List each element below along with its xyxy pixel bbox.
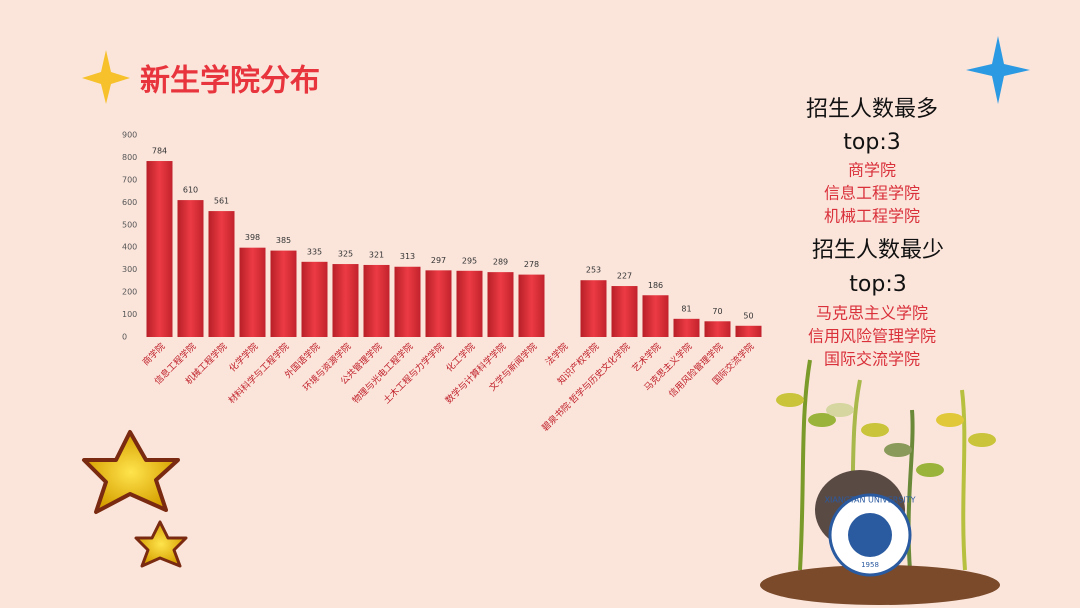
y-tick-label: 500 [122, 220, 137, 229]
value-label: 335 [307, 247, 322, 256]
value-label: 227 [617, 272, 632, 281]
bar [301, 261, 328, 337]
side-item: 商学院 [848, 161, 896, 180]
bar [425, 270, 452, 337]
chart-title: 新生学院分布 [140, 64, 320, 99]
bar [518, 274, 545, 337]
bar [394, 266, 421, 337]
x-tick-label: 化学学院 [226, 340, 260, 374]
side-item: 信息工程学院 [824, 184, 920, 203]
value-label: 398 [245, 233, 260, 242]
bar [177, 200, 204, 337]
value-label: 81 [681, 304, 691, 313]
value-label: 295 [462, 256, 477, 265]
side-heading: 招生人数最多 [806, 97, 938, 122]
side-top: top:3 [849, 272, 906, 297]
bar [580, 280, 607, 337]
bar [673, 318, 700, 337]
bar [611, 286, 638, 337]
y-tick-label: 400 [122, 243, 137, 252]
y-tick-label: 600 [122, 198, 137, 207]
logo-inner [848, 513, 892, 557]
side-item: 国际交流学院 [824, 350, 920, 369]
value-label: 278 [524, 260, 539, 269]
value-label: 325 [338, 250, 353, 259]
x-tick-label: 化工学院 [443, 340, 477, 374]
bar [363, 264, 390, 337]
value-label: 70 [712, 307, 722, 316]
value-label: 784 [152, 147, 167, 156]
y-tick-label: 700 [122, 175, 137, 184]
value-label: 50 [743, 311, 753, 320]
side-item: 马克思主义学院 [816, 304, 928, 323]
x-tick-label: 商学院 [140, 340, 168, 368]
bar [332, 264, 359, 337]
side-top: top:3 [843, 130, 900, 155]
value-label: 186 [648, 281, 663, 290]
value-label: 385 [276, 236, 291, 245]
logo-year: 1958 [861, 561, 879, 569]
x-tick-label: 艺术学院 [629, 340, 663, 374]
y-tick-label: 800 [122, 153, 137, 162]
value-label: 610 [183, 186, 198, 195]
bar [146, 161, 173, 337]
star-yellow [82, 50, 130, 104]
star-glitter [134, 520, 188, 568]
bar [456, 270, 483, 337]
value-label: 253 [586, 266, 601, 275]
y-tick-label: 200 [122, 288, 137, 297]
x-tick-label: 法学院 [543, 340, 571, 368]
bar [239, 247, 266, 337]
side-heading: 招生人数最少 [812, 238, 944, 263]
y-tick-label: 0 [122, 333, 127, 342]
logo-name: XIANGTAN UNIVERSITY [825, 496, 916, 505]
star-glitter [82, 430, 180, 514]
y-tick-label: 100 [122, 310, 137, 319]
value-label: 289 [493, 258, 508, 267]
x-tick-label: 信用风险管理学院 [666, 340, 725, 399]
y-tick-label: 900 [122, 131, 137, 140]
value-label: 313 [400, 252, 415, 261]
bar [642, 295, 669, 337]
star-blue [966, 36, 1030, 104]
y-tick-label: 300 [122, 265, 137, 274]
side-item: 机械工程学院 [824, 207, 920, 226]
bar [208, 211, 235, 337]
value-label: 561 [214, 197, 229, 206]
bar [735, 325, 762, 337]
bar [704, 321, 731, 337]
value-label: 321 [369, 250, 384, 259]
bar [487, 272, 514, 337]
bar [270, 250, 297, 337]
value-label: 297 [431, 256, 446, 265]
side-item: 信用风险管理学院 [808, 327, 936, 346]
